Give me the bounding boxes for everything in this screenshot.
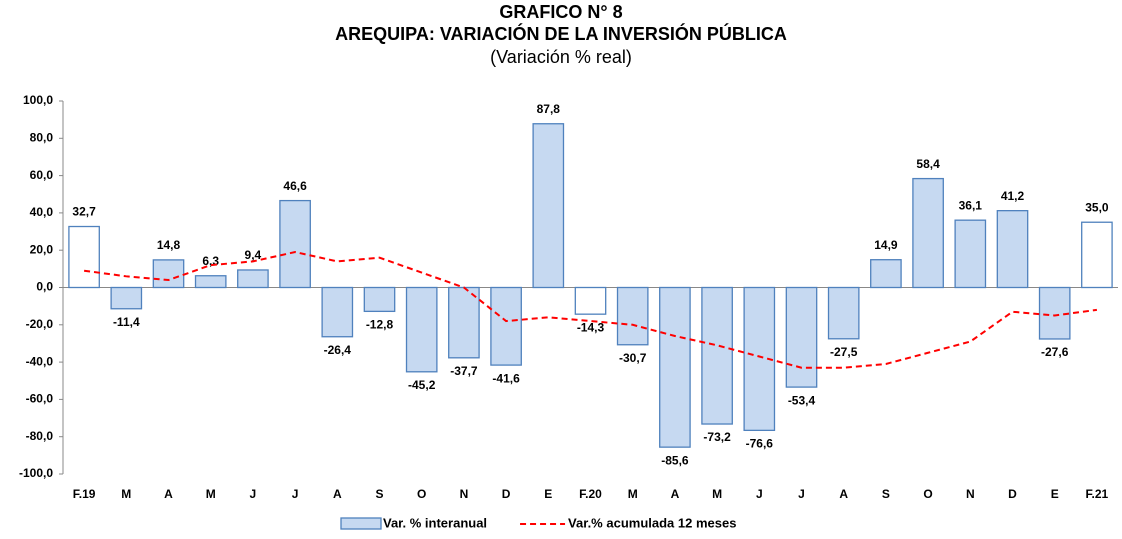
x-tick-label: F.19 bbox=[73, 487, 96, 501]
data-label: -27,5 bbox=[830, 345, 858, 359]
data-label: 14,9 bbox=[874, 238, 898, 252]
data-label: 32,7 bbox=[72, 205, 96, 219]
x-tick-label: S bbox=[882, 487, 890, 501]
y-tick-label: 0,0 bbox=[36, 280, 53, 294]
bar bbox=[237, 269, 269, 289]
x-tick-label: S bbox=[375, 487, 383, 501]
bar bbox=[490, 286, 522, 366]
legend-label: Var. % interanual bbox=[383, 515, 487, 530]
data-label: -12,8 bbox=[366, 318, 394, 332]
bar bbox=[616, 286, 649, 346]
data-label: -53,4 bbox=[788, 393, 816, 407]
bar bbox=[405, 286, 438, 373]
x-tick-label: A bbox=[671, 487, 680, 501]
data-label: -41,6 bbox=[492, 371, 520, 385]
data-label: -27,6 bbox=[1041, 345, 1069, 359]
data-label: -26,4 bbox=[324, 343, 352, 357]
x-tick-label: F.20 bbox=[579, 487, 602, 501]
x-tick-label: A bbox=[164, 487, 173, 501]
bar bbox=[954, 219, 987, 289]
x-tick-label: A bbox=[333, 487, 342, 501]
y-tick-label: 100,0 bbox=[23, 93, 53, 107]
x-tick-label: M bbox=[712, 487, 722, 501]
x-tick-label: D bbox=[502, 487, 511, 501]
y-tick-label: -20,0 bbox=[26, 317, 54, 331]
data-label: -14,3 bbox=[577, 320, 605, 334]
x-tick-label: E bbox=[1051, 487, 1059, 501]
data-label: -30,7 bbox=[619, 351, 647, 365]
y-tick-label: 60,0 bbox=[30, 168, 54, 182]
bar bbox=[279, 199, 311, 289]
bar bbox=[363, 286, 396, 313]
data-label: -37,7 bbox=[450, 364, 478, 378]
x-tick-label: J bbox=[756, 487, 763, 501]
bar bbox=[448, 286, 480, 359]
y-tick-label: -40,0 bbox=[26, 354, 54, 368]
bar bbox=[68, 225, 100, 289]
bar bbox=[996, 210, 1029, 289]
y-tick-label: 80,0 bbox=[30, 130, 54, 144]
legend-label: Var.% acumulada 12 meses bbox=[568, 515, 736, 530]
line bbox=[83, 251, 1098, 369]
bar bbox=[827, 286, 860, 340]
data-label: 87,8 bbox=[537, 102, 561, 116]
x-tick-label: M bbox=[121, 487, 131, 501]
y-tick-label: -60,0 bbox=[26, 392, 54, 406]
x-tick-label: J bbox=[798, 487, 805, 501]
data-label: -85,6 bbox=[661, 453, 689, 467]
y-tick-label: 40,0 bbox=[30, 205, 54, 219]
bar bbox=[701, 286, 733, 425]
data-label: 46,6 bbox=[283, 179, 307, 193]
data-label: -45,2 bbox=[408, 378, 436, 392]
x-tick-label: O bbox=[417, 487, 426, 501]
x-tick-label: M bbox=[206, 487, 216, 501]
data-label: 58,4 bbox=[916, 157, 940, 171]
y-tick-label: -100,0 bbox=[19, 466, 53, 480]
bar bbox=[532, 123, 565, 289]
x-tick-label: N bbox=[460, 487, 469, 501]
bar bbox=[321, 286, 354, 338]
chart-subtitle: AREQUIPA: VARIACIÓN DE LA INVERSIÓN PÚBL… bbox=[335, 23, 787, 44]
data-label: 41,2 bbox=[1001, 189, 1025, 203]
bar bbox=[574, 286, 607, 315]
data-label: 36,1 bbox=[959, 198, 983, 212]
y-tick-label: -80,0 bbox=[26, 429, 54, 443]
data-label: -11,4 bbox=[113, 315, 140, 329]
y-tick-label: 20,0 bbox=[30, 242, 54, 256]
bar bbox=[1081, 221, 1113, 289]
data-label: -73,2 bbox=[703, 430, 731, 444]
x-tick-label: F.21 bbox=[1086, 487, 1109, 501]
data-label: 6,3 bbox=[202, 254, 219, 268]
data-label: 9,4 bbox=[245, 248, 262, 262]
data-label: 14,8 bbox=[157, 238, 181, 252]
data-label: 35,0 bbox=[1085, 200, 1109, 214]
x-tick-label: A bbox=[839, 487, 848, 501]
bar bbox=[194, 275, 227, 289]
data-label: -76,6 bbox=[746, 437, 774, 451]
x-tick-label: M bbox=[628, 487, 638, 501]
bar bbox=[659, 286, 691, 448]
bar bbox=[912, 177, 944, 289]
chart-title: GRAFICO N° 8 bbox=[499, 2, 622, 22]
x-tick-label: D bbox=[1008, 487, 1017, 501]
unit-note: (Variación % real) bbox=[490, 47, 632, 67]
x-tick-label: E bbox=[544, 487, 552, 501]
legend-swatch bbox=[340, 517, 382, 530]
x-tick-label: N bbox=[966, 487, 975, 501]
bar bbox=[152, 259, 185, 289]
bar bbox=[110, 286, 143, 310]
bar bbox=[870, 259, 902, 289]
bar bbox=[785, 286, 818, 388]
x-tick-label: J bbox=[250, 487, 257, 501]
x-tick-label: J bbox=[292, 487, 299, 501]
x-tick-label: O bbox=[923, 487, 932, 501]
